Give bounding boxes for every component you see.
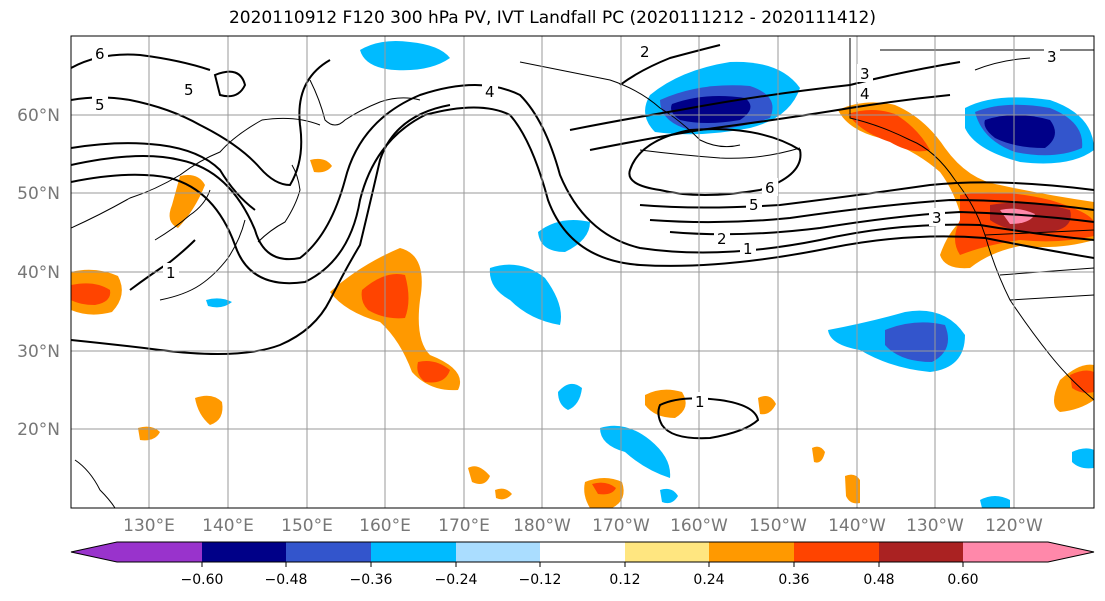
- colorbar-tick-label: 0.36: [778, 572, 809, 588]
- colorbar-segment: [794, 542, 879, 562]
- colorbar-tick-label: 0.60: [947, 572, 978, 588]
- colorbar-segment: [625, 542, 709, 562]
- contour-label: 3: [932, 209, 942, 227]
- colorbar-tick-label: −0.48: [265, 572, 308, 588]
- lon-label: 180°W: [513, 516, 571, 536]
- colorbar-segment: [286, 542, 371, 562]
- lon-label: 170°E: [438, 516, 490, 536]
- colorbar-segment: [963, 542, 1048, 562]
- contour-label: 5: [749, 196, 759, 214]
- pv-contours: [71, 44, 1094, 440]
- colorbar-tick-label: −0.24: [435, 572, 478, 588]
- lat-label: 20°N: [17, 420, 60, 440]
- colorbar-tick-label: 0.24: [693, 572, 724, 588]
- lon-label: 130°W: [906, 516, 964, 536]
- contour-label: 4: [860, 85, 870, 103]
- contour-label: 3: [1047, 48, 1057, 66]
- longitude-labels: 130°E 140°E 150°E 160°E 170°E 180°W 170°…: [123, 516, 1043, 536]
- lon-label: 140°E: [202, 516, 254, 536]
- contour-label: 5: [184, 81, 194, 99]
- colorbar-tick-label: 0.12: [609, 572, 640, 588]
- lon-label: 140°W: [828, 516, 886, 536]
- lon-label: 150°W: [749, 516, 807, 536]
- colorbar-tick-label: −0.12: [519, 572, 562, 588]
- lon-label: 120°W: [985, 516, 1043, 536]
- colorbar-segment: [71, 542, 117, 562]
- lon-label: 160°E: [359, 516, 411, 536]
- colorbar-segment: [709, 542, 794, 562]
- colorbar-segment: [1048, 542, 1094, 562]
- map-title: 2020110912 F120 300 hPa PV, IVT Landfall…: [228, 8, 876, 28]
- colorbar-ticks: [201, 562, 964, 567]
- contour-labels: 6 5 5 1 4 2 3 4 6 5 2 1 3 3: [92, 42, 1060, 411]
- contour-label: 2: [717, 230, 727, 248]
- lat-label: 50°N: [17, 184, 60, 204]
- lon-label: 160°W: [670, 516, 728, 536]
- contour-label: 1: [695, 393, 705, 411]
- lon-label: 150°E: [281, 516, 333, 536]
- negative-anomaly-regions: [206, 41, 1094, 508]
- contour-label: 1: [166, 264, 176, 282]
- colorbar-tick-label: −0.36: [350, 572, 393, 588]
- contour-label: 2: [640, 43, 650, 61]
- lon-label: 170°W: [592, 516, 650, 536]
- map-gridlines: [71, 36, 1094, 508]
- colorbar-outline: [70, 541, 1095, 563]
- colorbar-segment: [117, 542, 202, 562]
- contour-label: 1: [743, 240, 753, 258]
- colorbar-segment: [879, 542, 963, 562]
- colorbar-tick-label: 0.48: [863, 572, 894, 588]
- lat-label: 40°N: [17, 263, 60, 283]
- colorbar-segment: [371, 542, 456, 562]
- colorbar-segment: [202, 542, 286, 562]
- positive-anomaly-regions: [71, 102, 1094, 508]
- colorbar: −0.60 −0.48 −0.36 −0.24 −0.12 0.12 0.24 …: [70, 541, 1095, 588]
- map-frame: [70, 35, 1095, 509]
- colorbar-segment: [540, 542, 625, 562]
- contour-label: 4: [485, 83, 495, 101]
- contour-label: 6: [95, 45, 105, 63]
- colorbar-tick-label: −0.60: [181, 572, 224, 588]
- contour-label: 3: [860, 65, 870, 83]
- lat-label: 30°N: [17, 342, 60, 362]
- contour-label: 5: [95, 96, 105, 114]
- coastlines: [71, 38, 1094, 508]
- lat-label: 60°N: [17, 106, 60, 126]
- latitude-labels: 60°N 50°N 40°N 30°N 20°N: [17, 106, 60, 440]
- colorbar-segment: [456, 542, 540, 562]
- lon-label: 130°E: [123, 516, 175, 536]
- contour-label: 6: [765, 179, 775, 197]
